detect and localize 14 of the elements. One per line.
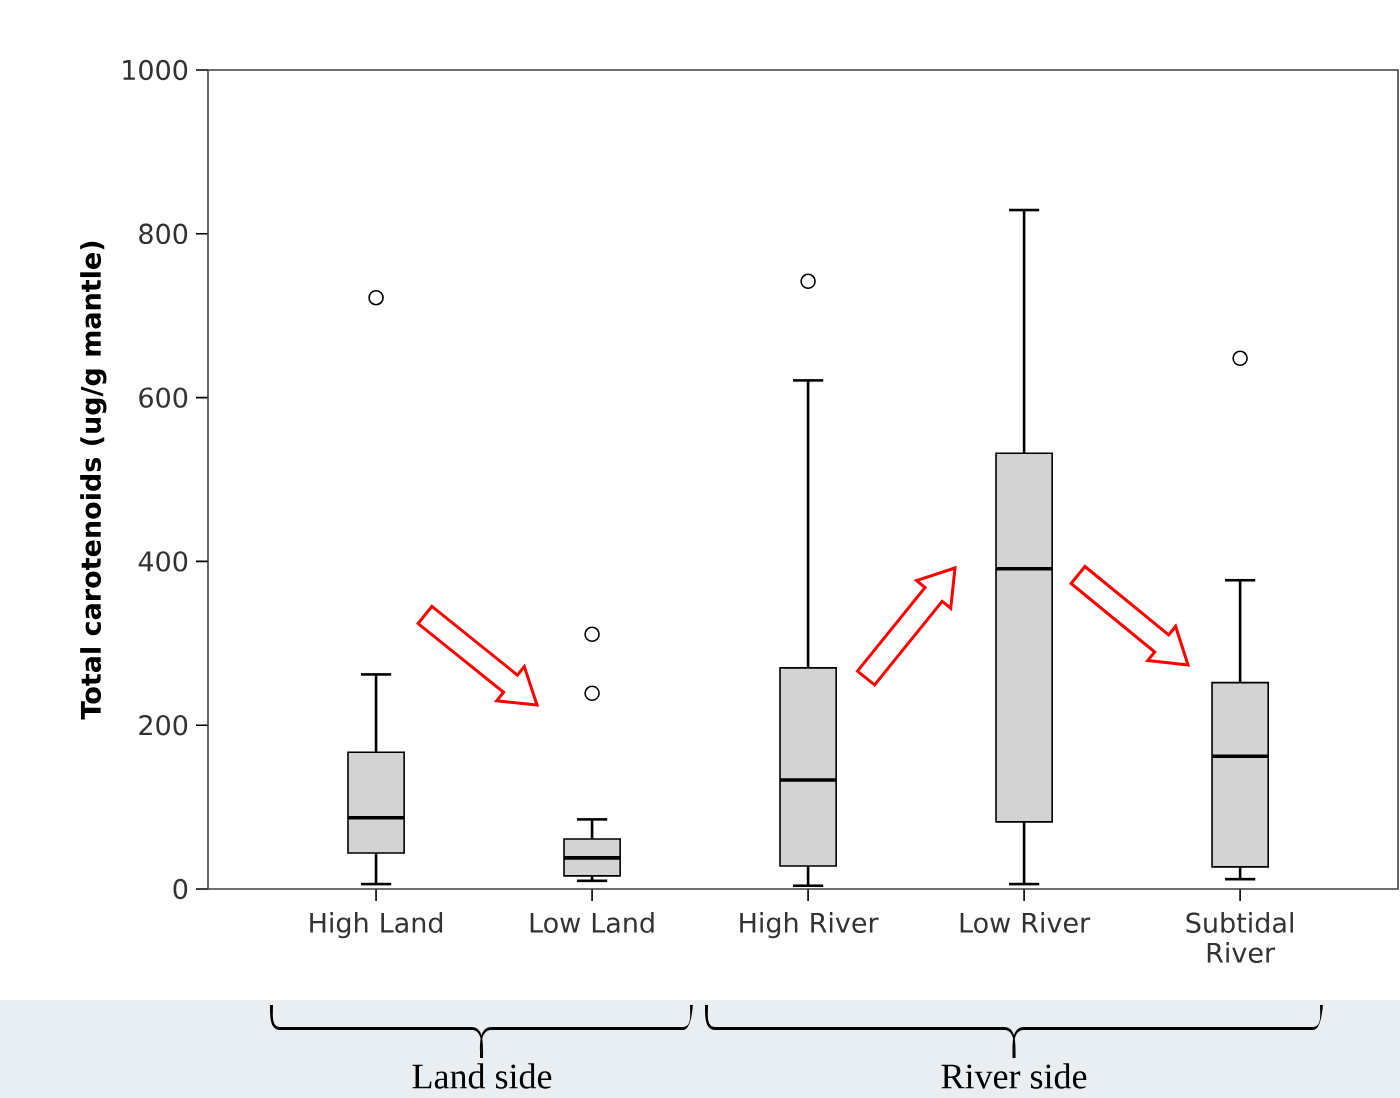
- x-tick-label: High Land: [310, 912, 443, 939]
- y-tick-label: 800: [139, 223, 188, 244]
- y-axis-title: Total carotenoids (ug/g mantle): [80, 241, 107, 720]
- x-tick-label: Low River: [960, 912, 1091, 933]
- x-tick-label: Low Land: [530, 912, 654, 933]
- y-tick-label: 200: [139, 714, 188, 736]
- y-tick-label: 0: [173, 878, 188, 900]
- text: Land side: [412, 1063, 552, 1089]
- text: River side: [941, 1063, 1087, 1089]
- x-tick-label: Subtidal River: [1186, 912, 1293, 963]
- y-tick-label: 400: [138, 551, 188, 572]
- y-tick-label: 600: [139, 387, 188, 408]
- x-tick-label: High River: [740, 912, 879, 939]
- y-tick-label: 1000: [123, 59, 188, 81]
